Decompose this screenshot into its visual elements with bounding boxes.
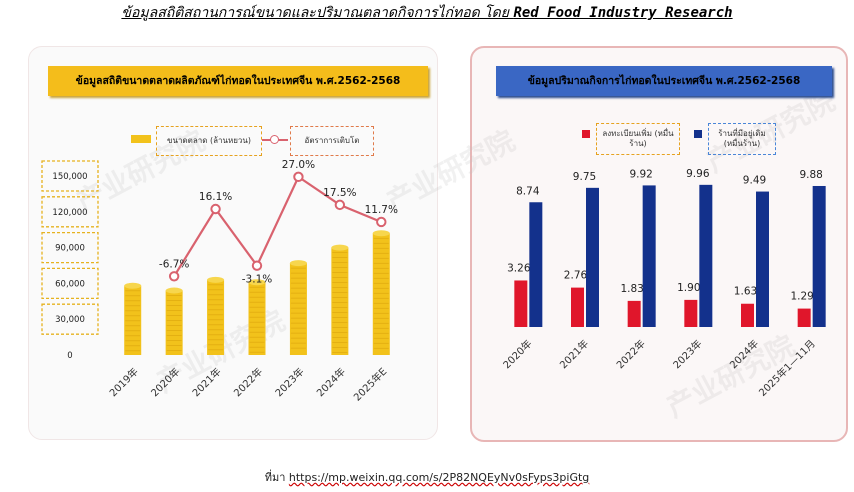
market-size-bar-6 xyxy=(372,233,390,355)
left-chart-title: ข้อมูลสถิติขนาดตลาดผลิตภัณฑ์ไก่ทอดในประเ… xyxy=(48,66,428,96)
source-url[interactable]: https://mp.weixin.qq.com/s/2P82NQEyNv0sF… xyxy=(288,471,590,484)
legend-growth-rate-label: อัตราการเติบโต xyxy=(304,136,360,145)
market-size-bar-2 xyxy=(207,279,225,355)
market-size-bar-5 xyxy=(331,247,349,355)
left-x-tick-label-5: 2024年 xyxy=(314,365,348,399)
new-registrations-label-1: 2.76 xyxy=(564,270,588,282)
growth-rate-point-3 xyxy=(251,260,263,271)
growth-rate-label-2: 16.1% xyxy=(199,191,232,203)
y-tick-label-4: 120,000 xyxy=(52,208,87,218)
legend-new-registrations-label: ลงทะเบียนเพิ่ม (หมื่นร้าน) xyxy=(602,129,674,148)
existing-stores-bar-3 xyxy=(699,184,713,327)
legend-growth-marker-swatch xyxy=(270,135,279,144)
new-registrations-label-0: 3.26 xyxy=(507,262,531,274)
right-x-tick-label-4: 2024年 xyxy=(727,337,761,371)
growth-rate-point-4 xyxy=(293,171,304,183)
market-size-bar-1 xyxy=(165,290,183,355)
right-x-tick-label-3: 2023年 xyxy=(670,337,704,371)
growth-rate-point-6 xyxy=(376,216,387,228)
existing-stores-bar-5 xyxy=(812,185,826,327)
legend-new-registrations: ลงทะเบียนเพิ่ม (หมื่นร้าน) xyxy=(596,123,680,155)
new-registrations-bar-1 xyxy=(571,287,584,327)
growth-rate-point-5 xyxy=(334,199,346,211)
right-x-tick-label-0: 2020年 xyxy=(500,337,534,371)
growth-rate-point-2 xyxy=(210,203,221,215)
legend-existing-stores-swatch xyxy=(694,130,702,138)
left-x-tick-label-0: 2019年 xyxy=(107,365,141,399)
existing-stores-bar-0 xyxy=(529,202,543,327)
right-x-tick-label-1: 2021年 xyxy=(557,337,591,371)
y-tick-label-2: 60,000 xyxy=(55,279,85,289)
legend-market-size: ขนาดตลาด (ล้านหยวน) xyxy=(156,126,262,156)
existing-stores-label-4: 9.49 xyxy=(743,175,766,187)
growth-rate-label-6: 11.7% xyxy=(365,204,398,216)
y-tick-label-0: 0 xyxy=(67,351,72,361)
y-tick-label-5: 150,000 xyxy=(52,172,87,182)
existing-stores-label-3: 9.96 xyxy=(686,168,710,180)
growth-rate-line xyxy=(173,175,382,277)
market-size-bar-top-5 xyxy=(331,244,349,251)
left-x-tick-label-2: 2021年 xyxy=(189,365,223,399)
existing-stores-label-2: 9.92 xyxy=(629,168,652,180)
page-title-brand: Red Food Industry Research xyxy=(513,5,733,21)
left-x-tick-label-6: 2025年E xyxy=(351,365,390,404)
legend-new-registrations-swatch xyxy=(582,130,590,138)
right-chart-panel xyxy=(470,46,848,442)
new-registrations-bar-4 xyxy=(741,303,754,327)
new-registrations-label-3: 1.90 xyxy=(677,282,700,294)
existing-stores-bar-4 xyxy=(756,191,769,327)
page-title-thai: ข้อมูลสถิติสถานการณ์ขนาดและปริมาณตลาดกิจ… xyxy=(121,5,509,21)
legend-market-size-label: ขนาดตลาด (ล้านหยวน) xyxy=(167,136,251,145)
right-x-tick-label-5: 2025年1—11月 xyxy=(756,337,818,399)
y-tick-label-3: 90,000 xyxy=(55,244,85,254)
existing-stores-label-1: 9.75 xyxy=(573,171,596,183)
legend-growth-rate: อัตราการเติบโต xyxy=(290,126,374,156)
existing-stores-bar-1 xyxy=(586,187,599,327)
market-size-bar-top-6 xyxy=(372,230,390,237)
market-size-bar-top-3 xyxy=(248,279,266,286)
right-chart-title: ข้อมูลปริมาณกิจการไก่ทอดในประเทศจีน พ.ศ.… xyxy=(496,66,832,96)
new-registrations-bar-3 xyxy=(684,299,698,327)
page-title: ข้อมูลสถิติสถานการณ์ขนาดและปริมาณตลาดกิจ… xyxy=(0,2,854,24)
left-x-tick-label-1: 2020年 xyxy=(148,365,182,399)
market-size-bar-0 xyxy=(124,285,142,355)
growth-rate-point-1 xyxy=(168,271,180,282)
legend-existing-stores-label: ร้านที่มีอยู่เดิม (หมื่นร้าน) xyxy=(718,129,766,148)
y-tick-box-4 xyxy=(41,196,99,228)
y-tick-box-2 xyxy=(41,267,99,300)
source-line: ที่มา https://mp.weixin.qq.com/s/2P82NQE… xyxy=(0,468,854,486)
left-x-tick-label-3: 2022年 xyxy=(231,365,265,399)
market-size-bar-top-2 xyxy=(207,276,225,283)
left-chart-panel xyxy=(28,46,438,440)
growth-rate-label-4: 27.0% xyxy=(282,159,315,171)
existing-stores-label-0: 8.74 xyxy=(516,185,540,197)
new-registrations-label-5: 1.29 xyxy=(790,291,813,303)
legend-existing-stores: ร้านที่มีอยู่เดิม (หมื่นร้าน) xyxy=(708,123,776,155)
market-size-bar-3 xyxy=(248,282,266,355)
growth-rate-label-3: -3.1% xyxy=(242,274,272,286)
new-registrations-bar-2 xyxy=(627,300,641,327)
y-tick-box-3 xyxy=(41,231,99,264)
new-registrations-label-4: 1.63 xyxy=(734,286,757,298)
right-x-tick-label-2: 2022年 xyxy=(614,337,648,371)
existing-stores-bar-2 xyxy=(642,185,656,327)
growth-rate-label-1: -6.7% xyxy=(159,258,189,270)
market-size-bar-4 xyxy=(289,263,307,355)
y-tick-label-1: 30,000 xyxy=(55,315,85,325)
existing-stores-label-5: 9.88 xyxy=(799,169,822,181)
market-size-bar-top-4 xyxy=(289,260,307,267)
new-registrations-label-2: 1.83 xyxy=(620,283,643,295)
left-x-tick-label-4: 2023年 xyxy=(272,365,306,399)
y-tick-box-5 xyxy=(41,160,99,192)
growth-rate-label-5: 17.5% xyxy=(323,187,356,199)
market-size-bar-top-0 xyxy=(124,282,142,289)
source-label: ที่มา xyxy=(264,471,286,484)
legend-market-size-swatch xyxy=(131,135,151,143)
y-tick-box-1 xyxy=(41,303,99,335)
market-size-bar-top-1 xyxy=(165,287,183,294)
new-registrations-bar-0 xyxy=(514,280,528,327)
new-registrations-bar-5 xyxy=(797,308,811,327)
